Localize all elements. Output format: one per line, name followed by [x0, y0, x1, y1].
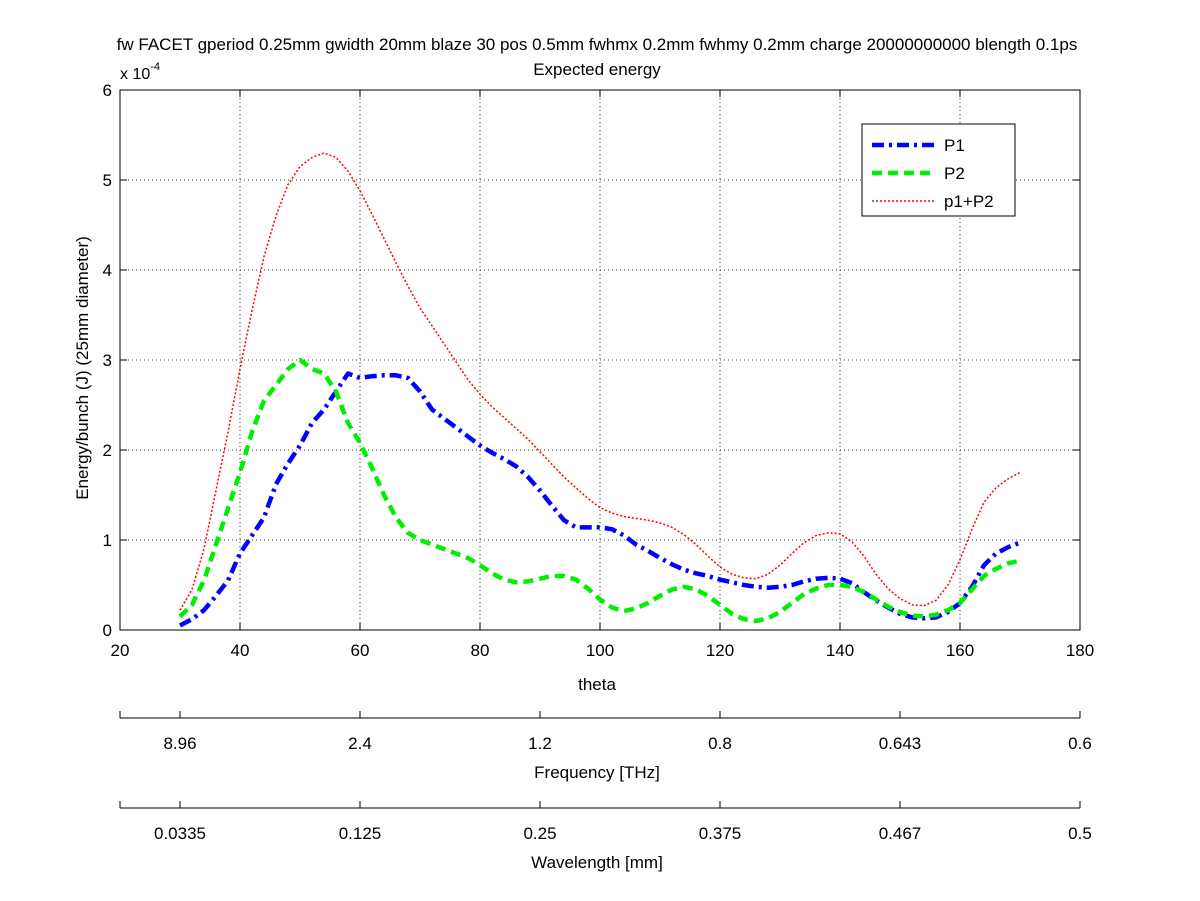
secondary-tick-label: 0.643: [879, 734, 922, 753]
secondary-tick-label: 0.375: [699, 824, 742, 843]
y-tick-label: 6: [103, 81, 112, 100]
x-tick-label: 40: [231, 641, 250, 660]
series-line-p1: [178, 371, 1021, 628]
legend-label: P1: [944, 136, 965, 155]
y-tick-label: 5: [103, 171, 112, 190]
x-tick-label: 180: [1066, 641, 1094, 660]
legend: P1 P2 p1+P2: [861, 123, 1016, 217]
y-exponent-label: x 10-4: [120, 61, 160, 83]
chart-title: fw FACET gperiod 0.25mm gwidth 20mm blaz…: [117, 35, 1078, 54]
x-tick-label: 20: [111, 641, 130, 660]
secondary-axes: 8.96 2.4 1.2 0.8 0.643 0.6 Frequency [THz] 0.03…: [119, 711, 1092, 872]
x-tick-label: 100: [586, 641, 614, 660]
x-tick-label: 140: [826, 641, 854, 660]
chart-subtitle: Expected energy: [533, 60, 661, 79]
y-tick-label: 0: [103, 621, 112, 640]
axis-ticks: 20 40 60 80 100 120 140 160 180 0 1 2 3 4 5 6: [103, 81, 1095, 660]
series-lines: [178, 152, 1021, 628]
secondary-tick-label: 1.2: [528, 734, 552, 753]
secondary-tick-label: 8.96: [163, 734, 196, 753]
secondary-tick-label: 0.8: [708, 734, 732, 753]
x-axis-label: theta: [578, 675, 616, 694]
y-exponent-power: -4: [150, 61, 160, 73]
secondary-tick-label: 0.0335: [154, 824, 206, 843]
secondary-axis-label: Frequency [THz]: [534, 763, 660, 782]
legend-label: p1+P2: [944, 192, 994, 211]
secondary-tick-label: 0.467: [879, 824, 922, 843]
x-tick-label: 120: [706, 641, 734, 660]
legend-box: [861, 123, 1016, 217]
secondary-tick-label: 0.5: [1068, 824, 1092, 843]
y-tick-label: 1: [103, 531, 112, 550]
y-tick-label: 4: [103, 261, 112, 280]
secondary-axis-label: Wavelength [mm]: [531, 853, 663, 872]
secondary-tick-label: 2.4: [348, 734, 372, 753]
secondary-tick-label: 0.6: [1068, 734, 1092, 753]
x-tick-label: 60: [351, 641, 370, 660]
secondary-tick-label: 0.125: [339, 824, 382, 843]
secondary-tick-label: 0.25: [523, 824, 556, 843]
series-line-p1-p2: [179, 152, 1021, 611]
y-tick-label: 2: [103, 441, 112, 460]
y-axis-label: Energy/bunch (J) (25mm diameter): [73, 236, 92, 500]
series-line-p2: [178, 357, 1021, 624]
x-tick-label: 80: [471, 641, 490, 660]
legend-label: P2: [944, 164, 965, 183]
x-tick-label: 160: [946, 641, 974, 660]
y-tick-label: 3: [103, 351, 112, 370]
